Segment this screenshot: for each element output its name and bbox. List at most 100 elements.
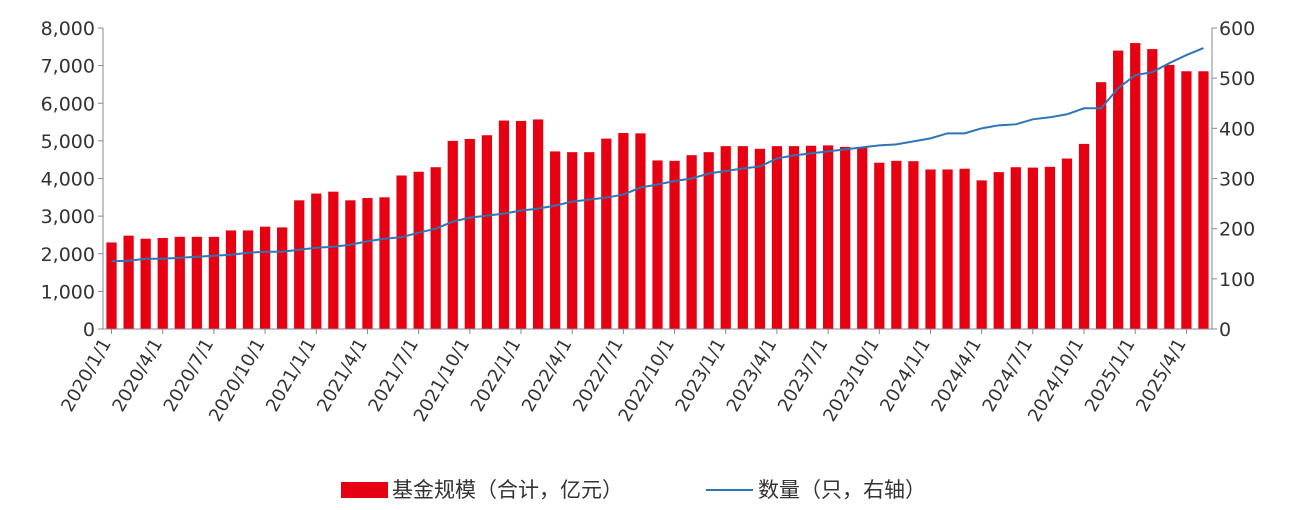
bar <box>925 169 936 329</box>
bar <box>1181 71 1192 330</box>
bar <box>942 169 953 329</box>
x-tick-label: 2021/7/1 <box>364 335 423 416</box>
right-tick-label: 0 <box>1219 319 1231 341</box>
bar <box>754 148 765 329</box>
x-tick-label: 2021/4/1 <box>313 335 372 416</box>
bar <box>1113 50 1124 329</box>
bar <box>362 198 373 329</box>
bar <box>1027 167 1038 329</box>
legend-bar-label: 基金规模（合计，亿元） <box>392 478 623 502</box>
bar <box>686 155 697 329</box>
right-tick-label: 200 <box>1219 219 1255 241</box>
x-tick-label: 2024/1/1 <box>876 335 935 416</box>
left-tick-label: 6,000 <box>41 93 95 115</box>
bar <box>635 133 646 329</box>
right-tick-label: 600 <box>1219 18 1255 40</box>
x-tick-label: 2020/1/1 <box>57 335 116 416</box>
legend-bar-swatch <box>341 482 388 498</box>
bar <box>174 236 185 329</box>
left-tick-label: 1,000 <box>41 281 95 303</box>
left-tick-label: 3,000 <box>41 206 95 228</box>
right-tick-label: 500 <box>1219 68 1255 90</box>
bar <box>857 147 868 329</box>
bar <box>481 135 493 329</box>
x-tick-label: 2023/4/1 <box>723 335 782 416</box>
bar <box>1078 143 1090 329</box>
right-tick-label: 300 <box>1219 169 1255 191</box>
x-tick-label: 2024/7/1 <box>979 335 1038 416</box>
x-tick-label: 2022/7/1 <box>569 335 628 416</box>
x-tick-label: 2020/4/1 <box>108 335 167 416</box>
left-tick-label: 2,000 <box>41 244 95 266</box>
bar <box>532 119 544 330</box>
bar <box>208 236 220 329</box>
bar <box>311 193 322 329</box>
bar <box>805 145 817 329</box>
bar <box>720 146 731 329</box>
bar <box>345 200 356 329</box>
left-tick-label: 0 <box>83 319 95 341</box>
bar <box>703 152 714 329</box>
bar <box>157 237 168 329</box>
bar <box>328 191 339 329</box>
bar <box>1061 158 1073 329</box>
series-line <box>111 47 1204 263</box>
bar <box>618 132 629 329</box>
bar <box>140 238 151 329</box>
bar <box>993 172 1004 329</box>
bar <box>788 146 800 329</box>
bar <box>601 138 612 329</box>
bar <box>840 146 851 329</box>
bar <box>823 145 834 329</box>
bar <box>1147 49 1158 329</box>
x-tick-label: 2024/4/1 <box>927 335 986 416</box>
bar <box>464 138 475 329</box>
bar <box>1010 167 1021 329</box>
bar <box>959 168 970 329</box>
bar <box>277 227 288 329</box>
bar <box>1164 64 1175 330</box>
bar <box>498 120 510 329</box>
bar <box>891 160 902 329</box>
bar-series <box>106 43 1209 330</box>
x-tick-label: 2023/7/1 <box>774 335 833 416</box>
x-tick-label: 2025/4/1 <box>1132 335 1191 416</box>
bar <box>1198 71 1209 330</box>
bar <box>652 160 663 329</box>
bar <box>413 171 424 329</box>
bar <box>1130 43 1141 330</box>
bar <box>515 120 527 330</box>
bar <box>976 180 987 329</box>
axes: 0 1,000 2,000 3,000 4,000 5,000 6,000 7,000 8,00… <box>41 18 1256 425</box>
left-tick-label: 7,000 <box>41 56 95 78</box>
bar <box>396 175 407 329</box>
left-tick-label: 4,000 <box>41 169 95 191</box>
bar <box>669 160 680 329</box>
right-tick-label: 400 <box>1219 118 1255 140</box>
bar <box>567 152 578 329</box>
bar <box>584 152 595 329</box>
x-tick-label: 2020/7/1 <box>160 335 219 416</box>
bar <box>379 197 390 329</box>
bar <box>430 167 441 329</box>
bar <box>294 200 305 329</box>
bar <box>225 230 237 329</box>
x-tick-label: 2021/1/1 <box>262 335 321 416</box>
bar <box>771 146 783 329</box>
left-tick-label: 8,000 <box>41 18 95 40</box>
bar <box>242 230 254 329</box>
x-tick-label: 2025/1/1 <box>1081 335 1140 416</box>
left-tick-label: 5,000 <box>41 131 95 153</box>
bar <box>737 146 748 329</box>
x-tick-label: 2022/1/1 <box>467 335 526 416</box>
bar <box>874 162 885 329</box>
bar <box>259 226 271 329</box>
bar <box>1044 166 1056 329</box>
legend: 基金规模（合计，亿元） 数量（只，右轴） <box>341 478 926 502</box>
line-series <box>111 47 1204 263</box>
bar <box>191 236 202 329</box>
legend-line-label: 数量（只，右轴） <box>758 478 926 502</box>
bar <box>908 161 919 329</box>
x-tick-label: 2023/1/1 <box>671 335 730 416</box>
